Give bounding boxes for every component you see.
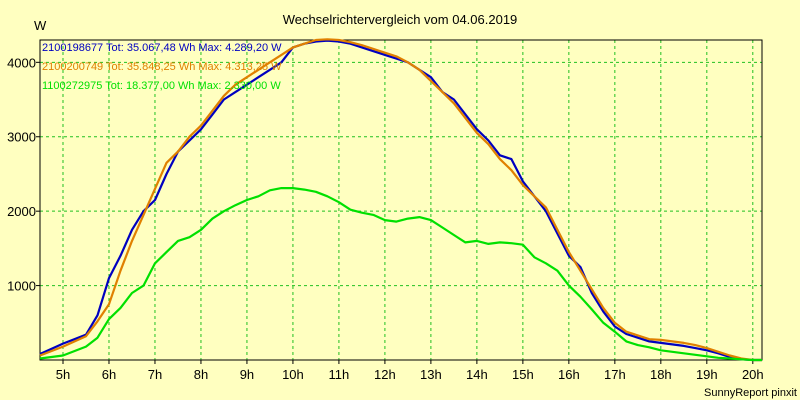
- grid: [40, 40, 762, 360]
- y-tick-label: 1000: [7, 279, 36, 294]
- x-tick-label: 16h: [558, 367, 580, 382]
- x-tick-label: 10h: [282, 367, 304, 382]
- legend: 2100198677 Tot: 35.067,48 Wh Max: 4.289,…: [42, 42, 282, 92]
- footer-credit: SunnyReport pinxit: [704, 387, 797, 399]
- legend-entry-2: 2100200749 Tot: 35.848,25 Wh Max: 4.313,…: [42, 61, 282, 73]
- series-lines: [39, 38, 762, 362]
- x-tick-label: 11h: [329, 367, 350, 382]
- x-tick-label: 17h: [604, 367, 626, 382]
- chart-title: Wechselrichtervergleich vom 04.06.2019: [283, 12, 518, 27]
- y-axis-unit-label: W: [34, 18, 47, 33]
- series-line-2: [39, 38, 762, 362]
- x-tick-label: 20h: [742, 367, 764, 382]
- x-tick-label: 8h: [194, 367, 208, 382]
- legend-entry-1: 2100198677 Tot: 35.067,48 Wh Max: 4.289,…: [42, 42, 282, 54]
- x-tick-label: 6h: [102, 367, 116, 382]
- x-tick-label: 13h: [420, 367, 442, 382]
- x-tick-label: 7h: [148, 367, 162, 382]
- x-tick-label: 12h: [374, 367, 396, 382]
- x-tick-label: 5h: [56, 367, 70, 382]
- plot-frame: [39, 39, 763, 361]
- x-tick-label: 18h: [650, 367, 672, 382]
- x-tick-label: 15h: [512, 367, 534, 382]
- legend-entry-3: 1100272975 Tot: 18.377,00 Wh Max: 2.330,…: [42, 80, 281, 92]
- y-tick-label: 4000: [7, 55, 36, 70]
- y-tick-label: 3000: [7, 130, 36, 145]
- y-tick-label: 2000: [7, 204, 36, 219]
- series-line-3: [39, 187, 762, 362]
- x-tick-label: 19h: [696, 367, 718, 382]
- x-tick-label: 9h: [240, 367, 254, 382]
- x-tick-label: 14h: [466, 367, 488, 382]
- axes: 5h 6h 7h 8h 9h 10h 11h 12h 13h 14h 15h 16h 17h 18h 19h…: [7, 39, 764, 382]
